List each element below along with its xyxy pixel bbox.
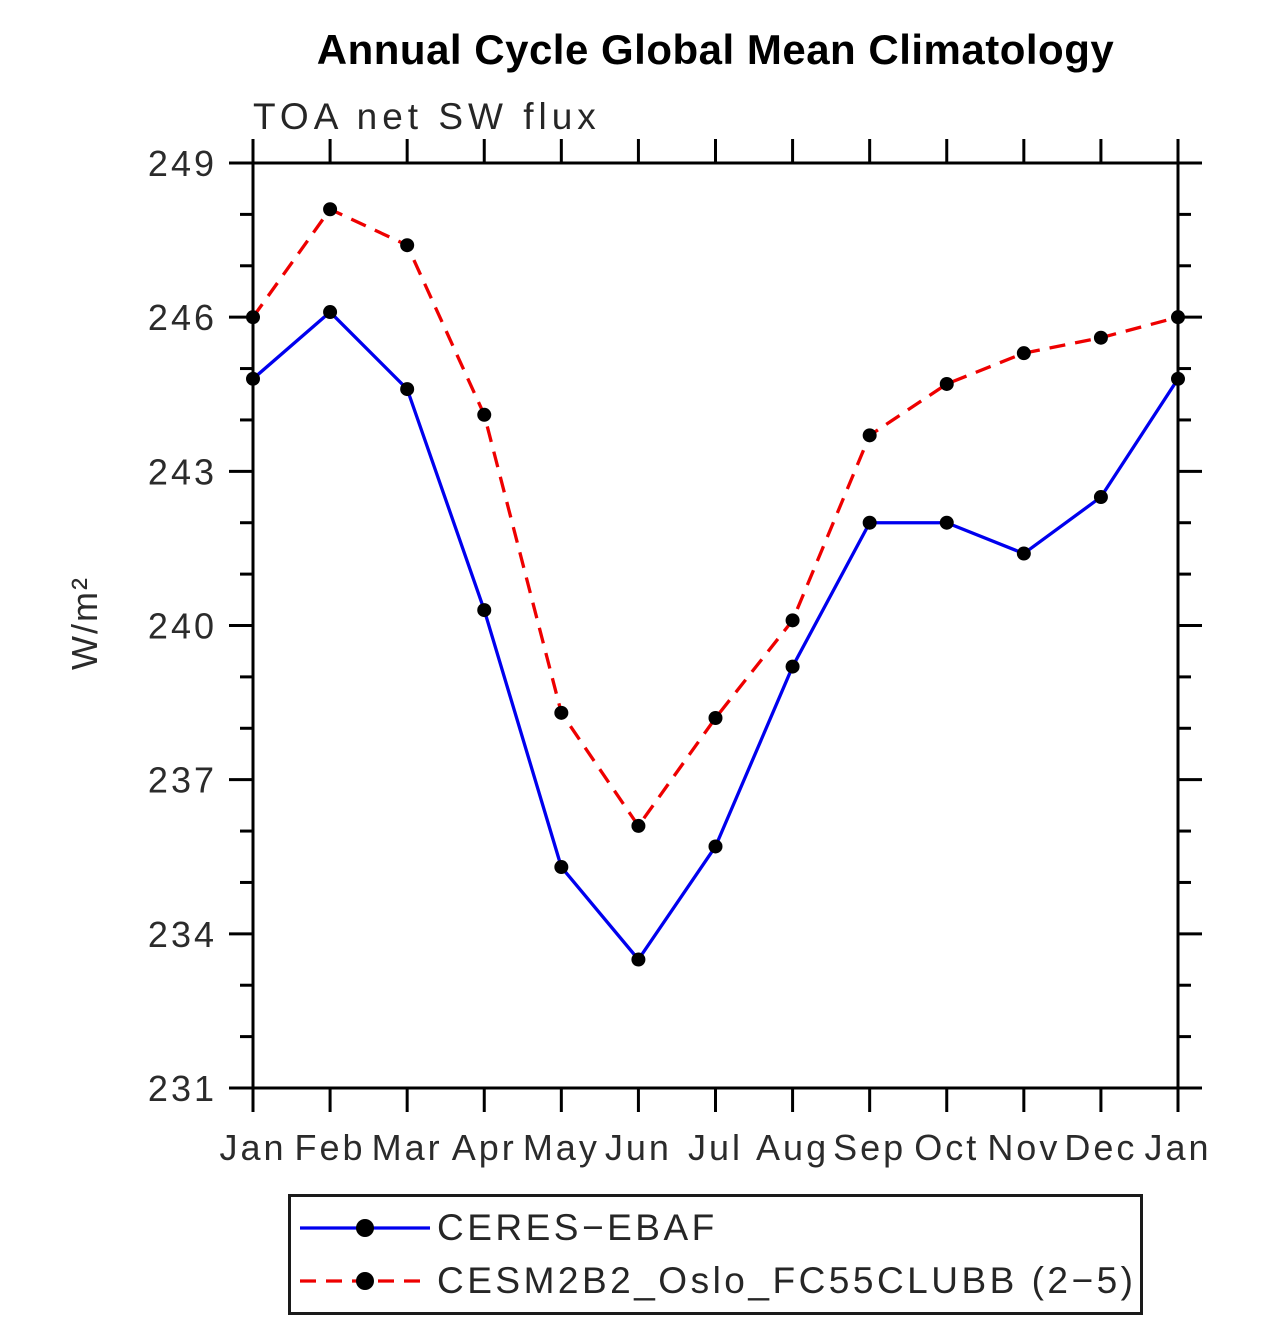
data-point-marker [708,839,723,854]
x-month-label: Jul [688,1127,743,1168]
legend-marker-icon [356,1218,374,1237]
legend-marker-icon [356,1272,374,1291]
data-point-marker [554,860,569,875]
x-month-label: Aug [756,1127,829,1168]
legend-label-cesm: CESM2B2_Oslo_FC55CLUBB (2−5) [437,1260,1137,1302]
y-tick-label: 237 [148,760,217,801]
data-point-marker [323,202,338,217]
x-month-label: Mar [372,1127,443,1168]
data-point-marker [554,705,569,720]
x-month-label: Jan [1144,1127,1211,1168]
data-point-marker [785,613,800,628]
data-point-marker [1016,546,1031,561]
y-tick-label: 243 [148,451,217,492]
data-point-marker [708,711,723,725]
data-point-marker [862,515,877,530]
data-point-marker [1093,330,1108,345]
y-tick-label: 249 [148,143,217,184]
series-line-cesm2b2 [251,207,1179,829]
chart-title: Annual Cycle Global Mean Climatology [316,26,1115,73]
data-point-marker [246,310,260,325]
y-axis-label: W/m² [64,576,105,670]
x-month-label: May [523,1127,600,1168]
x-month-label: Apr [452,1127,517,1168]
legend-label-ceres: CERES−EBAF [437,1206,718,1248]
data-point-marker [1093,490,1108,505]
x-month-label: Oct [914,1127,979,1168]
data-point-marker [939,515,954,530]
data-point-marker [631,818,646,833]
legend-line-sample-cesm [300,1272,430,1291]
legend-line-sample-ceres [300,1218,430,1237]
data-point-marker [1016,346,1031,361]
y-tick-label: 231 [148,1068,217,1109]
series-line-ceres-ebaf [251,309,1180,963]
data-point-marker [862,428,877,443]
data-point-marker [246,371,260,386]
data-point-marker [477,603,492,618]
data-point-marker [1171,371,1185,386]
chart-subtitle: TOA net SW flux [253,96,601,137]
x-month-label: Feb [295,1127,366,1168]
data-point-marker [477,407,492,422]
x-month-label: Jun [605,1127,672,1168]
y-tick-label: 234 [148,914,217,955]
data-point-marker [939,376,954,391]
data-point-marker [323,305,338,320]
x-month-label: Jan [219,1127,286,1168]
x-month-label: Sep [833,1127,906,1168]
y-tick-label: 240 [148,606,217,647]
x-month-label: Dec [1064,1127,1137,1168]
legend-entry-ceres-ebaf: CERES−EBAF [297,1207,1140,1249]
data-point-marker [1171,310,1185,325]
data-point-marker [400,238,415,253]
data-point-marker [631,952,646,967]
data-point-marker [785,659,800,674]
y-tick-label: 246 [148,297,217,338]
data-point-marker [400,382,415,397]
x-month-label: Nov [987,1127,1060,1168]
legend: CERES−EBAF CESM2B2_Oslo_FC55CLUBB (2−5) [288,1194,1143,1315]
legend-entry-cesm2b2: CESM2B2_Oslo_FC55CLUBB (2−5) [297,1260,1140,1302]
